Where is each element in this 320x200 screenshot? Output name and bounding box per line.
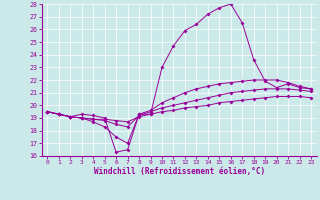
- X-axis label: Windchill (Refroidissement éolien,°C): Windchill (Refroidissement éolien,°C): [94, 167, 265, 176]
